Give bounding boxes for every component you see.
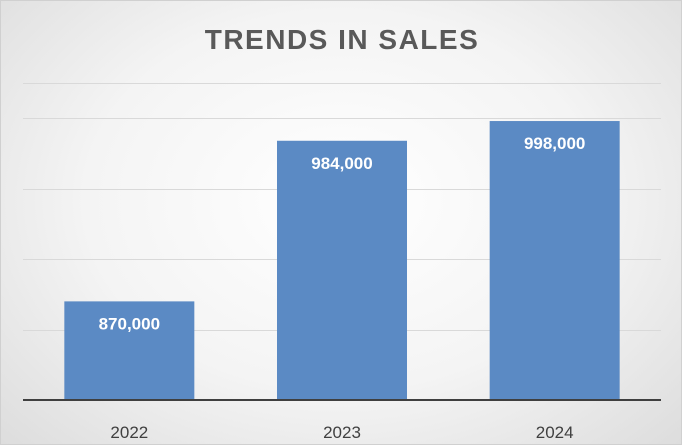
x-tick-label-2024: 2024 (536, 423, 574, 442)
x-tick-label-2022: 2022 (110, 423, 148, 442)
bars (64, 121, 620, 400)
bar-2024 (489, 121, 620, 400)
bar-2022 (64, 301, 195, 400)
x-tick-label-2023: 2023 (323, 423, 361, 442)
data-label-2022: 870,000 (99, 314, 160, 333)
data-label-2023: 984,000 (311, 154, 372, 173)
x-tick-labels: 2022 2023 2024 (110, 423, 573, 442)
data-label-2024: 998,000 (524, 134, 585, 153)
chart-title: TRENDS IN SALES (205, 24, 480, 55)
data-labels: 870,000 984,000 998,000 (99, 134, 586, 333)
bar-2023 (277, 140, 407, 400)
